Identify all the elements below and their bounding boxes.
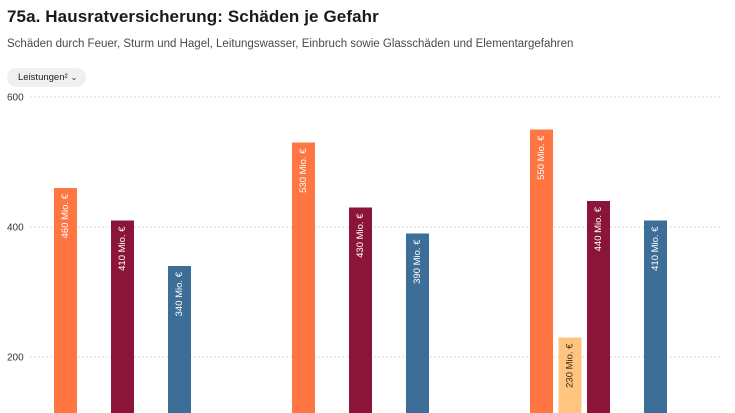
bar[interactable] — [558, 337, 582, 413]
bar[interactable] — [111, 220, 134, 413]
bar-value-label: 460 Mio. € — [60, 193, 71, 238]
chart-subtitle: Schäden durch Feuer, Sturm und Hagel, Le… — [7, 38, 574, 50]
bar-value-label: 440 Mio. € — [593, 206, 604, 251]
bar[interactable] — [530, 129, 553, 413]
bar-value-label: 230 Mio. € — [565, 343, 576, 388]
bar[interactable] — [168, 266, 191, 413]
y-tick-label: 400 — [7, 223, 24, 234]
metric-dropdown-label: Leistungen² — [18, 72, 68, 83]
metric-dropdown[interactable]: Leistungen² ⌄ — [7, 68, 87, 87]
bar[interactable] — [587, 201, 610, 413]
bar-value-label: 430 Mio. € — [355, 213, 366, 258]
y-tick-label: 200 — [7, 353, 24, 364]
chart-title: 75a. Hausratversicherung: Schäden je Gef… — [7, 7, 379, 26]
bar-value-label: 390 Mio. € — [412, 239, 423, 284]
bar[interactable] — [292, 142, 315, 413]
bar[interactable] — [644, 220, 667, 413]
y-tick-label: 600 — [7, 93, 24, 104]
bar[interactable] — [349, 207, 372, 413]
bar-value-label: 550 Mio. € — [536, 135, 547, 180]
bar[interactable] — [406, 233, 429, 413]
bar-value-label: 340 Mio. € — [174, 271, 185, 316]
bar-value-label: 410 Mio. € — [117, 226, 128, 271]
chevron-down-icon: ⌄ — [70, 73, 78, 82]
bar-value-label: 530 Mio. € — [298, 148, 309, 193]
bar-value-label: 410 Mio. € — [650, 226, 661, 271]
bar[interactable] — [54, 188, 77, 413]
